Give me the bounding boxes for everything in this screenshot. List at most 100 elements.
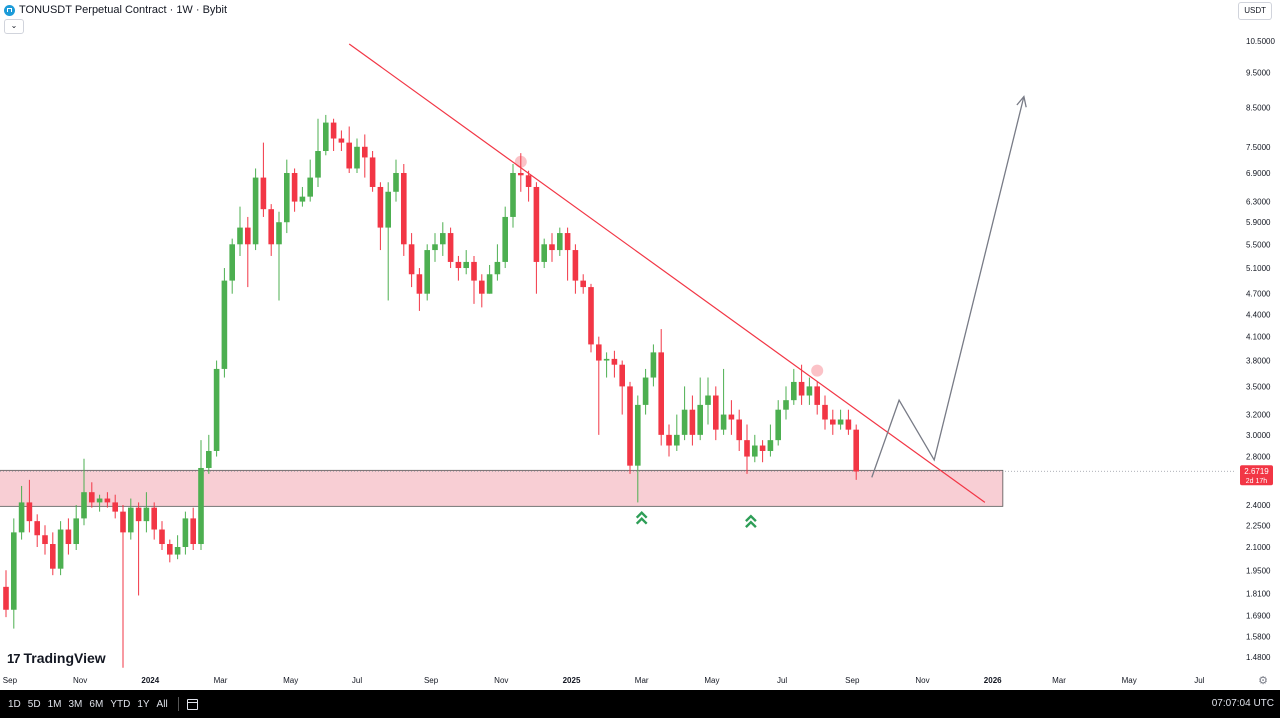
candle-body (814, 386, 820, 405)
candle-body (159, 529, 165, 545)
candle-body (822, 404, 828, 420)
candle-body (416, 274, 423, 294)
candle-body (167, 544, 173, 555)
candle-body (346, 142, 352, 169)
candle-body (252, 177, 259, 245)
candle-body (518, 172, 524, 176)
candle-body (564, 233, 571, 251)
x-tick-label: Sep (3, 676, 18, 685)
candle-body (627, 386, 633, 466)
y-tick-label: 10.5000 (1246, 37, 1275, 46)
tradingview-logo[interactable]: 17 TradingView (7, 650, 106, 666)
y-tick-label: 2.1000 (1246, 543, 1271, 552)
candle-body (619, 364, 625, 387)
y-tick-label: 4.7000 (1246, 290, 1271, 299)
candle-body (580, 280, 586, 288)
candle-body (681, 409, 688, 435)
candle-body (112, 502, 118, 512)
candle-body (369, 157, 376, 187)
y-tick-label: 1.4800 (1246, 653, 1271, 662)
candle-body (237, 227, 243, 245)
candle-body (174, 546, 181, 555)
x-tick-label: Nov (73, 676, 87, 685)
candle-body (674, 434, 680, 446)
x-tick-label: Mar (214, 676, 228, 685)
range-3m-button[interactable]: 3M (68, 698, 83, 710)
y-tick-label: 2.4000 (1246, 501, 1271, 510)
candle-body (393, 172, 399, 192)
tradingview-logo-icon: 17 (7, 650, 21, 666)
y-tick-label: 2.2500 (1246, 521, 1271, 530)
candle-body (736, 419, 742, 441)
trendline-touch-marker (811, 364, 824, 377)
y-tick-label: 9.5000 (1246, 68, 1271, 77)
x-tick-label: Mar (635, 676, 649, 685)
x-tick-label: Mar (1052, 676, 1066, 685)
candle-body (120, 511, 126, 533)
candle-body (323, 122, 329, 152)
candle-body (541, 244, 547, 262)
candle-body (791, 381, 797, 401)
candle-body (432, 244, 438, 251)
y-tick-label: 6.9000 (1246, 169, 1271, 178)
candle-body (502, 216, 508, 262)
y-tick-label: 3.5000 (1246, 382, 1271, 391)
candle-body (151, 507, 157, 530)
range-all-button[interactable]: All (156, 698, 168, 710)
y-tick-label: 5.9000 (1246, 218, 1271, 227)
candle-body (34, 521, 40, 536)
candle-body (830, 419, 836, 425)
candle-body (759, 445, 766, 451)
bar-countdown: 2d 17h (1246, 478, 1268, 485)
candle-body (463, 261, 469, 269)
candle-body (135, 507, 142, 522)
x-tick-label: May (283, 676, 298, 685)
range-ytd-button[interactable]: YTD (110, 698, 131, 710)
candle-body (596, 344, 602, 361)
candle-body (3, 586, 9, 610)
range-5d-button[interactable]: 5D (27, 698, 41, 710)
candle-body (697, 404, 703, 435)
candle-body (455, 261, 462, 269)
candle-body (549, 244, 555, 251)
y-tick-label: 5.5000 (1246, 240, 1271, 249)
x-tick-label: 2025 (563, 676, 581, 685)
candle-body (143, 507, 150, 522)
utc-clock[interactable]: 07:07:04 UTC (1211, 698, 1274, 709)
y-tick-label: 3.8000 (1246, 357, 1271, 366)
candle-body (18, 502, 25, 533)
candle-body (408, 244, 415, 275)
candle-body (42, 535, 48, 545)
gear-icon[interactable]: ⚙ (1258, 675, 1268, 687)
range-6m-button[interactable]: 6M (89, 698, 104, 710)
candle-body (853, 429, 859, 472)
chevron-stroke (745, 520, 757, 528)
candle-body (775, 409, 781, 441)
calendar-icon[interactable] (186, 698, 198, 710)
candle-body (440, 233, 446, 245)
symbol-title[interactable]: TONUSDT Perpetual Contract · 1W · Bybit (19, 4, 228, 16)
currency-button[interactable]: USDT (1238, 2, 1272, 20)
candle-body (689, 409, 696, 435)
double-chevron-up-icon (635, 511, 648, 525)
candle-body (182, 518, 189, 547)
range-1d-button[interactable]: 1D (8, 698, 21, 710)
y-tick-label: 1.5800 (1246, 632, 1271, 641)
candle-body (291, 172, 298, 202)
range-1y-button[interactable]: 1Y (137, 698, 150, 710)
candle-body (299, 196, 306, 202)
candle-body (260, 177, 267, 210)
price-chart[interactable]: 10.5000 9.5000 8.5000 7.5000 6.9000 6.3000 5.9… (0, 0, 1280, 690)
x-tick-label: May (704, 676, 719, 685)
candle-body (190, 518, 196, 545)
candle-body (307, 177, 313, 197)
candle-body (837, 419, 844, 425)
candle-body (221, 280, 228, 369)
collapse-legend-button[interactable]: ⌄ (4, 19, 24, 34)
candle-body (213, 368, 220, 451)
x-tick-label: May (1122, 676, 1137, 685)
support-zone (0, 469, 1004, 507)
last-price-badge (1240, 465, 1273, 486)
range-1m-button[interactable]: 1M (47, 698, 62, 710)
candle-body (533, 186, 540, 262)
